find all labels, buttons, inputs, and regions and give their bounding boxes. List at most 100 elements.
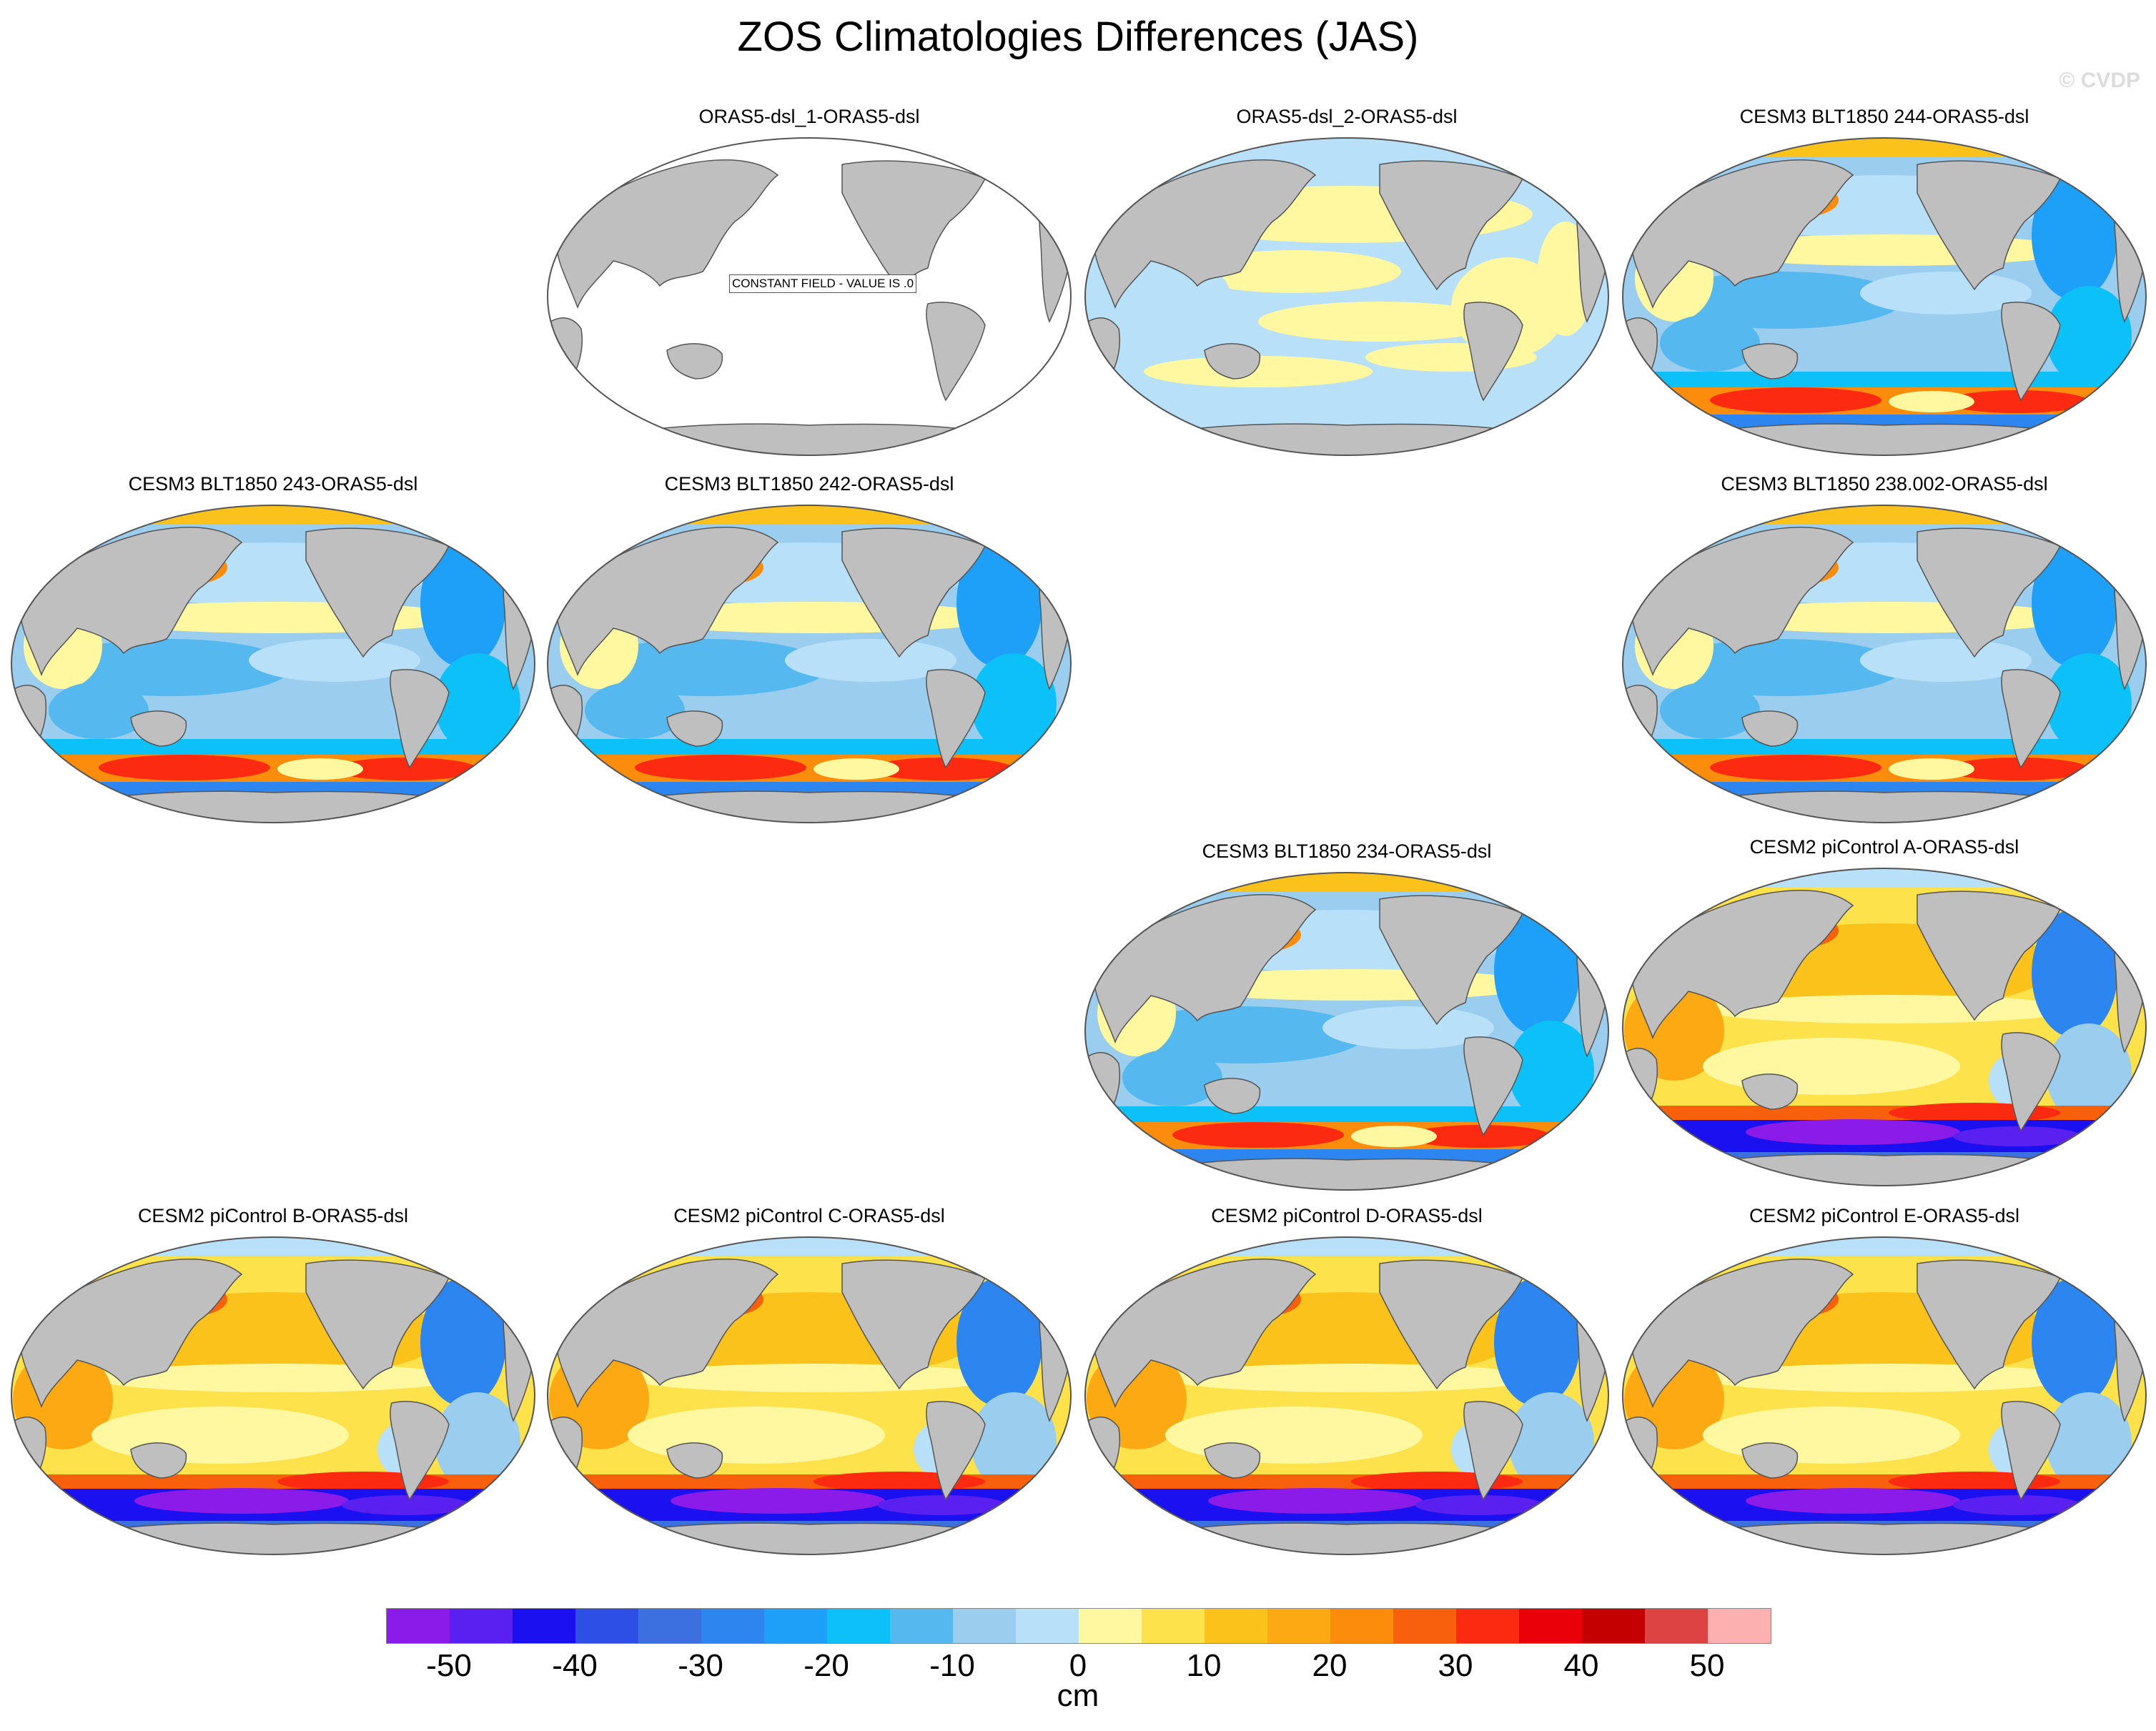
south-america-land [1463,1401,1523,1501]
eurasia-land [19,527,243,677]
map-field [1623,1237,2146,1554]
map-field [1085,873,1608,1190]
field-anomaly [99,755,270,780]
field-anomaly [134,1488,349,1514]
map-border [11,1236,535,1555]
colorbar-swatch [701,1609,764,1643]
field-anomaly [871,758,1014,780]
panel-cesm2-e: CESM2 piControl E-ORAS5-dsl [1617,1205,2152,1562]
greenland-land [1536,888,1571,928]
greenland-land [463,520,497,560]
colorbar-tick-label: 50 [1689,1648,1725,1683]
panel-oras5-dsl-1: ORAS5-dsl_1-ORAS5-dsl CONSTANT FIELD - V… [542,106,1077,463]
south-america-land [390,669,450,769]
field-anomaly [956,1278,1042,1407]
africa-land [14,685,47,755]
south-america-land [2001,302,2061,402]
colorbar-tick-label: -30 [678,1648,723,1683]
panel-oras5-dsl-2: ORAS5-dsl_2-ORAS5-dsl [1079,106,1614,463]
field-anomaly [1144,356,1373,387]
south-america-land [390,1401,450,1501]
north-america-land [1379,160,1524,291]
constant-field-label: CONSTANT FIELD - VALUE IS .0 [729,274,917,293]
australia-land [666,343,723,380]
colorbar-swatch [1016,1609,1079,1643]
map-field [1085,1237,1608,1554]
colorbar-swatch [764,1609,827,1643]
arctic-anomaly [1623,138,2146,157]
field-anomaly [785,639,956,682]
field-anomaly [49,639,292,696]
field-anomaly [1508,1392,1594,1492]
north-america-land [1917,891,2062,1021]
panel-cesm3-243: CESM3 BLT1850 243-ORAS5-dsl [6,473,540,830]
north-america-land [1917,160,2062,291]
field-anomaly [1660,682,1760,739]
eurasia-land [1093,159,1317,309]
map-field [1623,868,2146,1186]
field-anomaly [1660,314,1760,372]
north-america-land [1917,1259,2062,1390]
eurasia-land [1631,1259,1854,1409]
field-anomaly [1660,639,1903,696]
arctic-anomaly [548,505,1071,525]
colorbar-swatch [575,1609,638,1643]
panel-cesm2-a: CESM2 piControl A-ORAS5-dsl [1617,836,2152,1194]
map-field [11,505,535,823]
robinson-map [1084,872,1609,1191]
africa-land [14,1417,47,1487]
watermark: © CVDP [2059,69,2140,92]
map-border [1084,137,1609,456]
field-anomaly [628,1407,885,1464]
panel-cesm3-242: CESM3 BLT1850 242-ORAS5-dsl [542,473,1077,830]
robinson-map [547,505,1072,823]
south-america-land [2001,1032,2061,1132]
panel-cesm3-234: CESM3 BLT1850 234-ORAS5-dsl [1079,840,1614,1198]
eurasia-land [1631,890,1854,1040]
greenland-land [999,520,1033,560]
field-anomaly [671,1488,885,1514]
field-anomaly [1953,1495,2082,1515]
colorbar-swatch [450,1609,513,1643]
north-america-land [841,527,986,658]
north-america-land [305,527,450,658]
colorbar-swatch [1330,1609,1393,1643]
africa-land [1625,1048,1658,1118]
greenland-land [2074,520,2108,560]
colorbar-tick-label: 10 [1186,1648,1222,1683]
australia-land [666,1442,723,1479]
field-anomaly [342,1495,470,1515]
robinson-map [547,1236,1072,1555]
southern-band [1085,1106,1608,1122]
south-america-land [2001,1401,2061,1501]
south-america-land [926,302,986,402]
colorbar-tick-label: -40 [552,1648,598,1683]
field-anomaly [2046,1392,2132,1492]
field-anomaly [1953,1126,2082,1146]
colorbar-swatch [387,1609,450,1643]
colorbar-swatch [1079,1609,1142,1643]
north-america-land [305,1259,450,1390]
southern-warm-band [11,1474,535,1489]
north-america-land [841,1259,986,1390]
arctic-anomaly [1623,505,2146,525]
field-anomaly [1746,1488,1960,1514]
greenland-land [2074,883,2108,923]
colorbar-tick-label: -10 [929,1648,975,1683]
field-anomaly [1258,302,1501,342]
australia-land [666,710,723,747]
robinson-map [1622,505,2147,823]
map-border [547,1236,1072,1555]
greenland-land [999,153,1033,193]
field-anomaly [1508,1021,1594,1121]
arctic-anomaly [1623,1237,2146,1256]
panel-title: CESM3 BLT1850 238.002-ORAS5-dsl [1721,473,2048,495]
arctic-anomaly [11,505,535,525]
eurasia-land [555,159,779,309]
africa-land [1087,317,1121,387]
field-anomaly [1889,758,1974,780]
southern-warm-band [1623,1106,2146,1120]
panel-title: CESM2 piControl E-ORAS5-dsl [1749,1205,2020,1226]
south-america-land [926,669,986,769]
field-anomaly [1710,387,1881,413]
